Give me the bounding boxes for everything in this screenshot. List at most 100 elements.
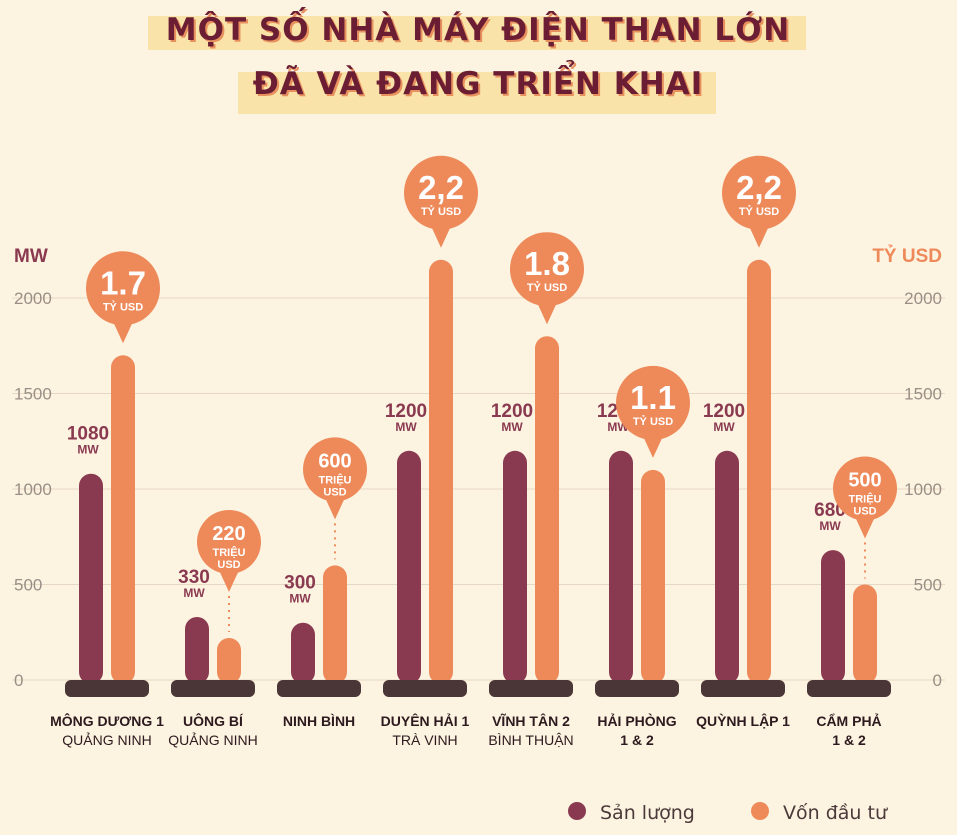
left-axis-unit: MW [14, 246, 48, 267]
right-tick-label: 0 [933, 671, 942, 690]
output-unit-label: MW [713, 420, 735, 434]
bar-investment [111, 355, 135, 684]
bar-output [185, 616, 209, 684]
bubble-pointer [430, 223, 452, 248]
gridlines [12, 297, 945, 681]
bar-base [65, 680, 149, 697]
title-line-2-shadow: ĐÃ VÀ ĐANG TRIỂN KHAI [255, 63, 706, 104]
investment-value-label: 220 [212, 523, 245, 545]
investment-unit-label: TỶ USD [103, 300, 143, 313]
investment-unit-label: TỶ USD [527, 281, 567, 294]
investment-unit-label: USD [853, 506, 876, 518]
bar-investment [535, 336, 559, 684]
title-line-2: ĐÃ VÀ ĐANG TRIỂN KHAI [253, 61, 704, 102]
investment-value-label: 2,2 [736, 169, 782, 206]
investment-bubble [510, 232, 584, 307]
category-subtitle: QUẢNG NINH [62, 732, 151, 748]
bar-output [79, 473, 103, 684]
category-subtitle: QUẢNG NINH [168, 732, 257, 748]
bar-base [807, 680, 891, 697]
legend-swatch-output [568, 802, 586, 820]
chart-title: MỘT SỐ NHÀ MÁY ĐIỆN THAN LỚN MỘT SỐ NHÀ … [148, 7, 806, 114]
bar-base [277, 680, 361, 697]
bubble-pointer [536, 300, 558, 325]
bubble-pointer [324, 495, 346, 520]
investment-value-label: 2,2 [418, 169, 464, 206]
category-subtitle: 1 & 2 [620, 732, 654, 748]
category-name: DUYÊN HẢI 1 [381, 712, 470, 729]
category-subtitle: 1 & 2 [832, 732, 866, 748]
left-tick-label: 2000 [14, 289, 52, 308]
title-line-1-shadow: MỘT SỐ NHÀ MÁY ĐIỆN THAN LỚN [168, 9, 792, 50]
bubble-pointer [642, 433, 664, 458]
category-name: MÔNG DƯƠNG 1 [50, 712, 164, 729]
bar-base [595, 680, 679, 697]
axis-ticks: 2000 1500 1000 500 0 2000 1500 1000 500 0 [14, 289, 942, 690]
output-unit-label: MW [183, 586, 205, 600]
category-subtitle: TRÀ VINH [392, 732, 457, 748]
investment-unit-label: TRIỆU [213, 546, 246, 559]
output-value-label: 1200 [491, 401, 533, 422]
bubble-pointer [748, 223, 770, 248]
output-value-label: 1080 [67, 424, 109, 445]
bar-output [291, 622, 315, 684]
investment-bubble [616, 365, 690, 440]
category-name: CẨM PHẢ [816, 712, 881, 729]
bar-base [383, 680, 467, 697]
investment-bubble [86, 251, 160, 326]
investment-value-label: 1.1 [630, 379, 676, 416]
bubble-pointer [112, 319, 134, 344]
right-tick-label: 1500 [904, 385, 942, 404]
bar-investment [323, 565, 347, 684]
investment-bubble [404, 155, 478, 230]
title-line-1: MỘT SỐ NHÀ MÁY ĐIỆN THAN LỚN [166, 7, 790, 48]
legend: Sản lượng Vốn đầu tư [568, 802, 888, 824]
output-value-label: 330 [178, 567, 210, 588]
investment-unit-label: TỶ USD [633, 415, 673, 428]
left-tick-label: 0 [14, 671, 23, 690]
bar-investment [217, 637, 241, 684]
output-value-label: 300 [284, 573, 316, 594]
investment-bubble [833, 456, 897, 521]
bar-base [489, 680, 573, 697]
bar-output [397, 450, 421, 684]
category-name: QUỲNH LẬP 1 [696, 712, 790, 729]
category-name: VĨNH TÂN 2 [492, 712, 570, 729]
bar-base [171, 680, 255, 697]
investment-unit-label: USD [323, 486, 346, 498]
right-tick-label: 1000 [904, 480, 942, 499]
output-unit-label: MW [289, 592, 311, 606]
category-name: UÔNG BÍ [183, 712, 244, 729]
left-tick-label: 1000 [14, 480, 52, 499]
investment-value-label: 1.8 [524, 245, 570, 282]
right-tick-label: 500 [914, 576, 942, 595]
bar-output [503, 450, 527, 684]
bar-investment [429, 259, 453, 684]
investment-unit-label: TỶ USD [421, 205, 461, 218]
bar-output [609, 450, 633, 684]
output-unit-label: MW [819, 519, 841, 533]
investment-value-label: 600 [318, 450, 351, 472]
bar-investment [747, 259, 771, 684]
legend-label-investment: Vốn đầu tư [783, 802, 888, 824]
investment-bubble [197, 509, 261, 574]
investment-bubble [722, 155, 796, 230]
bar-investment [853, 584, 877, 684]
legend-swatch-investment [751, 802, 769, 820]
output-unit-label: MW [77, 443, 99, 457]
bar-investment [641, 469, 665, 684]
title-highlight-1 [148, 16, 806, 50]
output-value-label: 1200 [703, 401, 745, 422]
bar-base [701, 680, 785, 697]
category-name: NINH BÌNH [283, 713, 355, 729]
investment-value-label: 1.7 [100, 264, 146, 301]
left-tick-label: 1500 [14, 385, 52, 404]
